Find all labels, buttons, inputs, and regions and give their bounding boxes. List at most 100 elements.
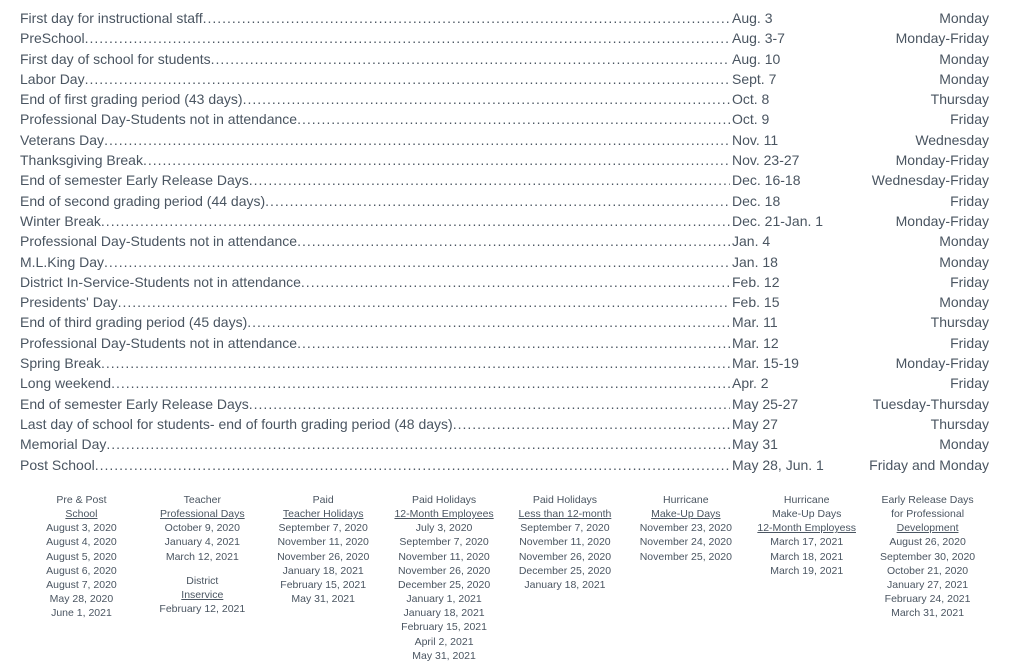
column-item: October 21, 2020 <box>876 564 979 578</box>
column-header: Development <box>876 521 979 535</box>
event-name: First day of school for students <box>20 49 211 69</box>
column-item: November 24, 2020 <box>634 535 737 549</box>
event-date: Nov. 23-27 <box>730 150 801 170</box>
leader-dots <box>453 414 730 434</box>
leader-dots <box>297 231 730 251</box>
schedule-row: Veterans DayNov. 11Wednesday <box>20 130 989 150</box>
event-name: Labor Day <box>20 69 85 89</box>
leader-dots <box>249 170 730 190</box>
schedule-row: End of third grading period (45 days) Mar… <box>20 312 989 332</box>
event-name: End of third grading period (45 days) <box>20 312 247 332</box>
event-date: Mar. 11 <box>730 312 780 332</box>
event-name: Presidents' Day <box>20 292 118 312</box>
column-item: November 26, 2020 <box>393 564 496 578</box>
leader-dots <box>297 333 730 353</box>
event-dow: Friday <box>950 109 989 129</box>
leader-dots <box>118 292 730 312</box>
schedule-row: Professional Day-Students not in attenda… <box>20 231 989 251</box>
info-column: HurricaneMake-Up DaysNovember 23, 2020No… <box>634 493 737 663</box>
column-item: August 6, 2020 <box>30 564 133 578</box>
column-header: Pre & Post <box>30 493 133 507</box>
info-column: HurricaneMake-Up Days12-Month EmployessM… <box>755 493 858 663</box>
leader-dots <box>106 434 730 454</box>
event-name: Professional Day-Students not in attenda… <box>20 231 297 251</box>
column-item: January 1, 2021 <box>393 592 496 606</box>
column-item: February 15, 2021 <box>393 620 496 634</box>
column-item: May 31, 2021 <box>393 649 496 663</box>
schedule-row: Long weekendApr. 2Friday <box>20 373 989 393</box>
event-dow: Friday <box>950 333 989 353</box>
event-date: May 27 <box>730 414 780 434</box>
event-dow: Monday <box>939 434 989 454</box>
column-item: August 7, 2020 <box>30 578 133 592</box>
column-header: Make-Up Days <box>634 507 737 521</box>
column-header: Paid Holidays <box>393 493 496 507</box>
column-item: January 27, 2021 <box>876 578 979 592</box>
column-header: Professional Days <box>151 507 254 521</box>
event-name: Post School <box>20 455 95 475</box>
event-dow: Monday-Friday <box>896 211 989 231</box>
event-date: Apr. 2 <box>730 373 771 393</box>
column-item: July 3, 2020 <box>393 521 496 535</box>
column-item: September 30, 2020 <box>876 550 979 564</box>
column-header: for Professional <box>876 507 979 521</box>
event-name: Spring Break <box>20 353 101 373</box>
event-name: District In-Service-Students not in atte… <box>20 272 301 292</box>
event-date: Dec. 21-Jan. 1 <box>730 211 825 231</box>
event-dow: Friday <box>950 272 989 292</box>
column-item: November 11, 2020 <box>272 535 375 549</box>
schedule-row: Spring BreakMar. 15-19Monday-Friday <box>20 353 989 373</box>
column-item: March 19, 2021 <box>755 564 858 578</box>
event-dow: Monday <box>939 69 989 89</box>
column-header: Hurricane <box>755 493 858 507</box>
leader-dots <box>249 394 730 414</box>
schedule-row: End of first grading period (43 days)Oct… <box>20 89 989 109</box>
event-dow: Monday <box>939 231 989 251</box>
schedule-row: Thanksgiving BreakNov. 23-27Monday-Frida… <box>20 150 989 170</box>
column-item: November 23, 2020 <box>634 521 737 535</box>
event-name: Winter Break <box>20 211 101 231</box>
column-item: November 26, 2020 <box>514 550 617 564</box>
column-item: January 4, 2021 <box>151 535 254 549</box>
info-column: PaidTeacher HolidaysSeptember 7, 2020Nov… <box>272 493 375 663</box>
schedule-row: Labor DaySept. 7Monday <box>20 69 989 89</box>
event-date: Feb. 12 <box>730 272 781 292</box>
leader-dots <box>104 130 730 150</box>
leader-dots <box>211 49 730 69</box>
event-date: Aug. 3 <box>730 8 774 28</box>
column-item: September 7, 2020 <box>514 521 617 535</box>
column-item: August 5, 2020 <box>30 550 133 564</box>
event-name: Memorial Day <box>20 434 106 454</box>
column-item: May 31, 2021 <box>272 592 375 606</box>
column-item: September 7, 2020 <box>393 535 496 549</box>
event-dow: Wednesday-Friday <box>872 170 989 190</box>
column-header: Inservice <box>151 588 254 602</box>
leader-dots <box>265 191 730 211</box>
event-dow: Monday <box>939 49 989 69</box>
schedule-row: End of semester Early Release DaysMay 25… <box>20 394 989 414</box>
schedule-row: Professional Day-Students not in attenda… <box>20 109 989 129</box>
event-date: Nov. 11 <box>730 130 780 150</box>
event-name: End of first grading period (43 days) <box>20 89 243 109</box>
event-name: First day for instructional staff <box>20 8 203 28</box>
leader-dots <box>101 353 730 373</box>
event-dow: Tuesday-Thursday <box>873 394 989 414</box>
column-item: March 12, 2021 <box>151 550 254 564</box>
column-header: Less than 12-month <box>514 507 617 521</box>
leader-dots <box>301 272 730 292</box>
leader-dots <box>143 150 730 170</box>
schedule-row: Professional Day-Students not in attenda… <box>20 333 989 353</box>
leader-dots <box>95 455 730 475</box>
event-name: Veterans Day <box>20 130 104 150</box>
schedule-row: First day of school for studentsAug. 10M… <box>20 49 989 69</box>
event-dow: Monday-Friday <box>896 353 989 373</box>
column-item: September 7, 2020 <box>272 521 375 535</box>
column-header: Teacher Holidays <box>272 507 375 521</box>
event-name: End of second grading period (44 days) <box>20 191 265 211</box>
column-header: Teacher <box>151 493 254 507</box>
column-item: March 17, 2021 <box>755 535 858 549</box>
info-column: Paid HolidaysLess than 12-monthSeptember… <box>514 493 617 663</box>
leader-dots <box>203 8 730 28</box>
leader-dots <box>85 28 730 48</box>
event-dow: Friday <box>950 191 989 211</box>
